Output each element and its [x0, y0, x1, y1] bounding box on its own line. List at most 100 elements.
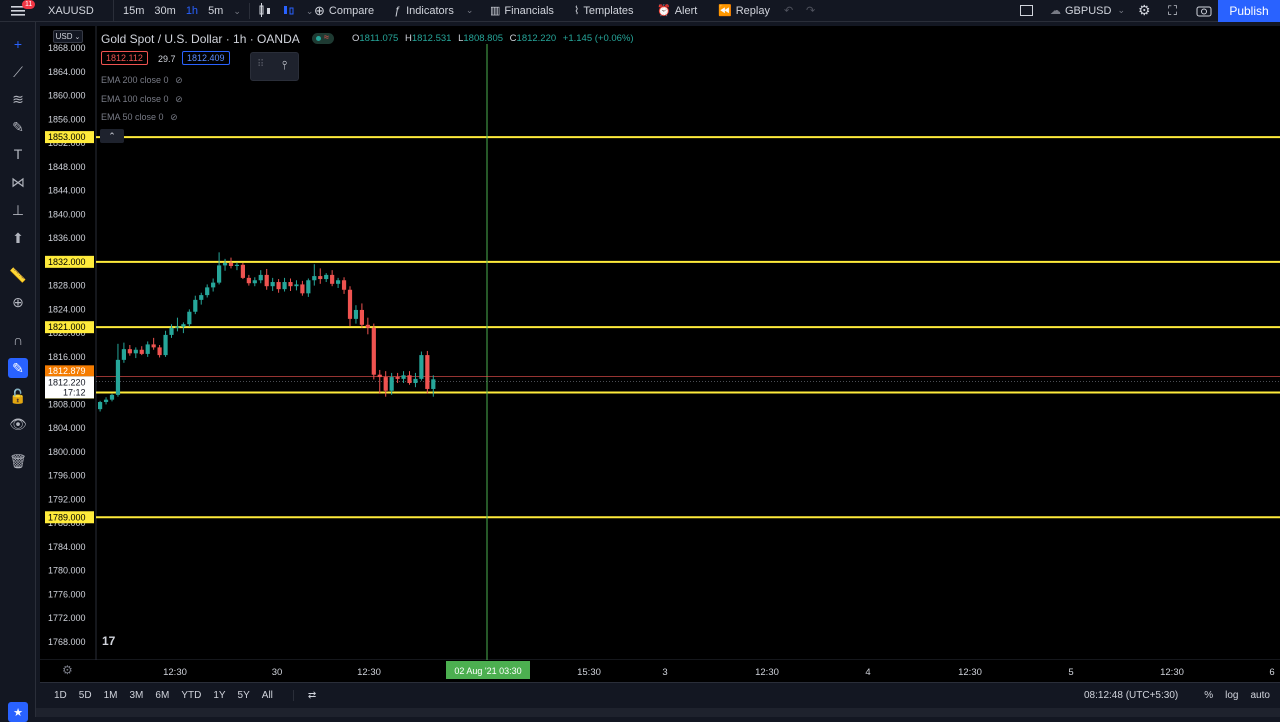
candle[interactable] [199, 292, 204, 305]
candle[interactable] [163, 330, 168, 357]
snapshot-button[interactable] [1190, 0, 1218, 22]
candle[interactable] [169, 324, 174, 338]
text-tool-icon[interactable]: T [13, 146, 23, 162]
gear-icon[interactable]: ⚙ [62, 663, 73, 677]
candle[interactable] [318, 268, 323, 284]
candle[interactable] [312, 264, 317, 286]
candle[interactable] [115, 343, 121, 397]
candle[interactable] [264, 268, 269, 290]
fib-tool-icon[interactable]: ≋ [12, 90, 24, 107]
candle[interactable] [353, 305, 359, 324]
undo-button[interactable]: ↶ [778, 0, 799, 22]
collapse-legend-button[interactable]: ⌃ [100, 129, 124, 143]
line-tool-icon[interactable]: ⫯ [282, 58, 288, 72]
range-1d[interactable]: 1D [54, 690, 67, 701]
candle[interactable] [193, 295, 198, 315]
candle[interactable] [252, 277, 257, 287]
ruler-icon[interactable]: 📏 [9, 266, 27, 283]
bottom-panel-strip[interactable] [36, 708, 1280, 717]
candle[interactable] [431, 375, 436, 397]
replay-button[interactable]: ⏪ Replay [712, 0, 776, 22]
redo-button[interactable]: ↷ [800, 0, 821, 22]
market-status[interactable]: ≈ [312, 32, 334, 47]
candle[interactable] [359, 303, 364, 328]
settings-button[interactable]: ⚙ [1132, 0, 1157, 22]
candle[interactable] [222, 258, 228, 271]
range-5d[interactable]: 5D [78, 690, 92, 701]
ema-50-label[interactable]: EMA 50 close 0 ⊘ [101, 112, 178, 123]
range-6m[interactable]: 6M [155, 690, 170, 701]
range-1y[interactable]: 1Y [213, 690, 226, 701]
candle[interactable] [240, 263, 245, 280]
candle[interactable] [109, 393, 115, 402]
arrow-up-icon[interactable]: ⬆ [12, 229, 24, 246]
candle[interactable] [324, 273, 329, 283]
trendline-tool-icon[interactable]: ⟋ [13, 63, 23, 80]
candle[interactable] [151, 337, 156, 350]
candle[interactable] [205, 284, 210, 298]
brush-tool-icon[interactable]: ✎ [12, 118, 24, 135]
candle[interactable] [228, 257, 234, 269]
templates-button[interactable]: ⌇ Templates [568, 0, 640, 22]
candle[interactable] [246, 274, 251, 286]
candle[interactable] [371, 323, 376, 380]
candle[interactable] [407, 371, 412, 385]
ema-200-label[interactable]: EMA 200 close 0 ⊘ [101, 75, 183, 86]
log-toggle[interactable]: log [1225, 690, 1239, 701]
candle[interactable] [413, 372, 418, 388]
magnet-icon[interactable]: ∩ [12, 332, 24, 348]
candle[interactable] [127, 345, 132, 356]
star-icon[interactable]: ★ [8, 702, 28, 722]
candle[interactable] [145, 341, 150, 357]
candle[interactable] [175, 317, 180, 332]
candle[interactable] [103, 397, 109, 405]
buy-price-button[interactable]: 1812.409 [182, 51, 230, 65]
candle[interactable] [133, 347, 138, 359]
eye-off-icon[interactable]: ⊘ [175, 94, 183, 104]
chart-pane[interactable]: 1868.0001864.0001860.0001856.0001852.000… [40, 26, 1280, 682]
candle[interactable] [341, 277, 347, 294]
candle[interactable] [98, 400, 103, 412]
clock-timezone[interactable]: 08:12:48 (UTC+5:30) [1084, 690, 1179, 701]
candle[interactable] [401, 371, 406, 384]
candle[interactable] [211, 278, 216, 292]
candle[interactable] [217, 252, 222, 285]
crosshair-tool-icon[interactable]: + [13, 36, 23, 52]
candle[interactable] [330, 270, 335, 287]
symbol-search[interactable]: XAUUSD [40, 0, 114, 22]
candle[interactable] [389, 372, 394, 395]
candle[interactable] [347, 286, 353, 326]
floating-drawing-toolbar[interactable]: ⠿ ⫯ [250, 52, 299, 81]
stay-drawing-mode-icon[interactable]: ✎ [8, 358, 28, 378]
timeframe-15m[interactable]: 15m [123, 5, 145, 17]
menu-button[interactable]: 11 [0, 0, 36, 22]
auto-toggle[interactable]: auto [1250, 690, 1270, 701]
alert-button[interactable]: ⏰ Alert [651, 0, 703, 22]
range-1m[interactable]: 1M [103, 690, 118, 701]
candle[interactable] [121, 342, 126, 363]
candle[interactable] [187, 309, 192, 327]
candle[interactable] [139, 346, 144, 356]
chevron-down-icon[interactable]: ⌄ [233, 5, 241, 16]
goto-date-icon[interactable]: ⇄ [292, 690, 322, 701]
bar-type-icon[interactable] [277, 3, 301, 20]
lock-icon[interactable]: 🔓 [9, 387, 27, 404]
eye-off-icon[interactable]: ⊘ [170, 112, 178, 122]
layout-button[interactable] [1014, 0, 1039, 22]
indicators-button[interactable]: ƒ Indicators ⌄ [388, 0, 479, 22]
candle[interactable] [294, 280, 299, 291]
fullscreen-button[interactable]: ⛶ [1162, 0, 1183, 22]
timeframe-1h[interactable]: 1h [185, 5, 199, 17]
candle[interactable] [288, 278, 293, 291]
watch-symbol[interactable]: ☁ GBPUSD ⌄ [1044, 0, 1131, 22]
candle[interactable] [270, 277, 275, 291]
sell-price-button[interactable]: 1812.112 [101, 51, 148, 65]
candle[interactable] [181, 322, 186, 334]
candle[interactable] [336, 277, 341, 288]
candle[interactable] [157, 345, 162, 358]
drag-handle-icon[interactable]: ⠿ [257, 59, 265, 70]
candle[interactable] [425, 350, 430, 394]
ema-100-label[interactable]: EMA 100 close 0 ⊘ [101, 94, 183, 105]
compare-button[interactable]: ⊕ Compare [308, 0, 380, 22]
pattern-tool-icon[interactable]: ⋈ [11, 173, 25, 190]
